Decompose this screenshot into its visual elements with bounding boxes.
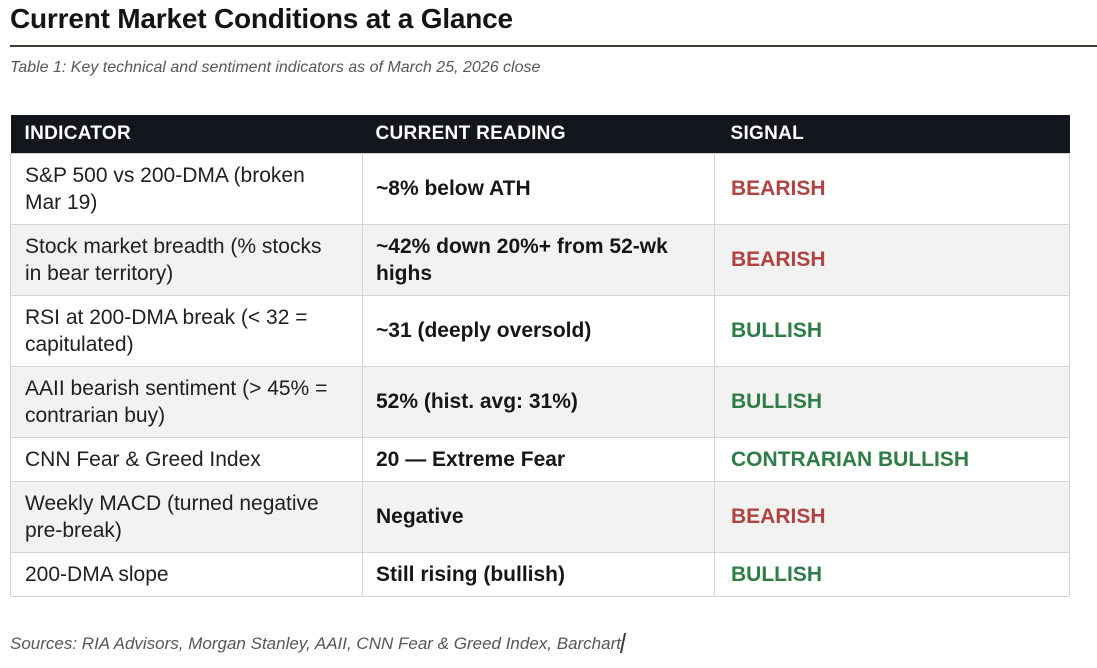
cell-signal[interactable]: BULLISH xyxy=(714,294,1070,367)
table-row: Weekly MACD (turned negative pre-break) … xyxy=(10,480,1070,553)
indicators-table: INDICATOR CURRENT READING SIGNAL S&P 500… xyxy=(10,115,1070,597)
table-header-row: INDICATOR CURRENT READING SIGNAL xyxy=(10,115,1070,153)
title-divider xyxy=(10,45,1097,47)
cell-reading[interactable]: Negative xyxy=(362,480,715,553)
cell-indicator[interactable]: 200-DMA slope xyxy=(10,551,363,597)
cell-indicator[interactable]: AAII bearish sentiment (> 45% = contrari… xyxy=(10,365,363,438)
table-row: Stock market breadth (% stocks in bear t… xyxy=(10,223,1070,296)
cell-indicator[interactable]: Stock market breadth (% stocks in bear t… xyxy=(10,223,363,296)
cell-reading[interactable]: Still rising (bullish) xyxy=(362,551,715,597)
cell-signal[interactable]: BULLISH xyxy=(714,551,1070,597)
cell-signal[interactable]: BEARISH xyxy=(714,223,1070,296)
sources-line[interactable]: Sources: RIA Advisors, Morgan Stanley, A… xyxy=(10,632,1097,655)
table-row: CNN Fear & Greed Index 20 — Extreme Fear… xyxy=(10,436,1070,482)
cell-reading[interactable]: ~8% below ATH xyxy=(362,152,715,225)
sources-text: Sources: RIA Advisors, Morgan Stanley, A… xyxy=(10,633,621,653)
table-caption[interactable]: Table 1: Key technical and sentiment ind… xyxy=(10,59,541,76)
column-header-signal: SIGNAL xyxy=(714,115,1070,153)
cell-indicator[interactable]: CNN Fear & Greed Index xyxy=(10,436,363,482)
cell-signal[interactable]: BULLISH xyxy=(714,365,1070,438)
cell-reading[interactable]: ~31 (deeply oversold) xyxy=(362,294,715,367)
table-row: AAII bearish sentiment (> 45% = contrari… xyxy=(10,365,1070,438)
cell-signal[interactable]: BEARISH xyxy=(714,152,1070,225)
cell-indicator[interactable]: Weekly MACD (turned negative pre-break) xyxy=(10,480,363,553)
cell-signal[interactable]: CONTRARIAN BULLISH xyxy=(714,436,1070,482)
cell-indicator[interactable]: S&P 500 vs 200-DMA (broken Mar 19) xyxy=(10,152,363,225)
page-title[interactable]: Current Market Conditions at a Glance xyxy=(10,3,513,34)
table-row: 200-DMA slope Still rising (bullish) BUL… xyxy=(10,551,1070,597)
table-row: RSI at 200-DMA break (< 32 = capitulated… xyxy=(10,294,1070,367)
cell-reading[interactable]: 52% (hist. avg: 31%) xyxy=(362,365,715,438)
column-header-indicator: INDICATOR xyxy=(10,115,363,153)
table-row: S&P 500 vs 200-DMA (broken Mar 19) ~8% b… xyxy=(10,152,1070,225)
cell-signal[interactable]: BEARISH xyxy=(714,480,1070,553)
column-header-current-reading: CURRENT READING xyxy=(362,115,715,153)
cell-reading[interactable]: 20 — Extreme Fear xyxy=(362,436,715,482)
cell-indicator[interactable]: RSI at 200-DMA break (< 32 = capitulated… xyxy=(10,294,363,367)
cell-reading[interactable]: ~42% down 20%+ from 52-wk highs xyxy=(362,223,715,296)
